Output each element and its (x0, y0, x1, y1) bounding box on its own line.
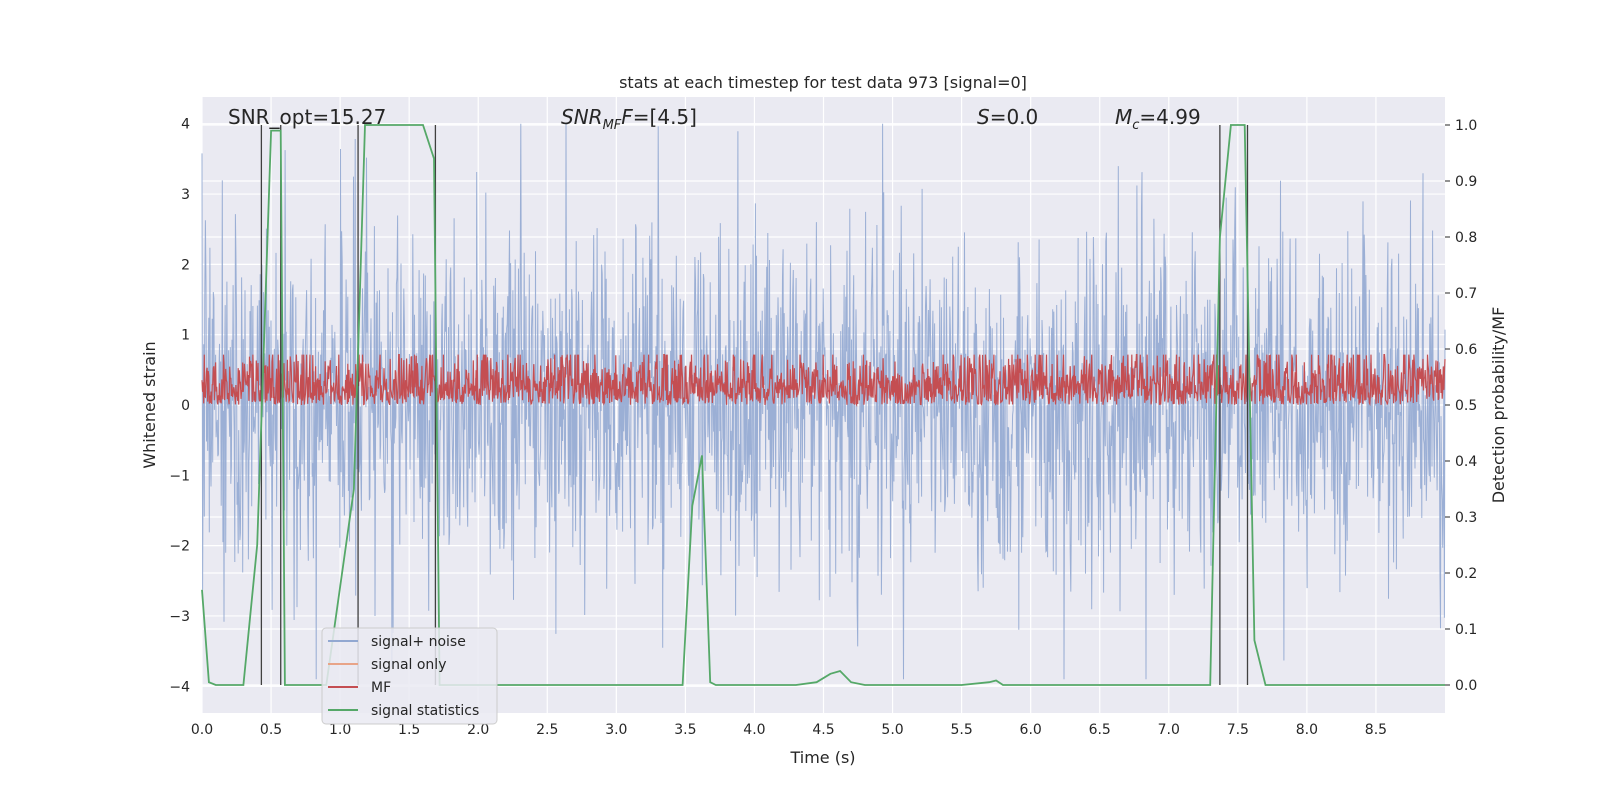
mf-line (201, 354, 1446, 408)
y2-tick-label: 0.8 (1455, 230, 1477, 246)
mc-annotation: Mc=4.99 (1115, 105, 1201, 133)
x-tick-label: 3.0 (605, 722, 627, 738)
s-annotation: S=0.0 (977, 105, 1038, 129)
x-tick-label: 6.5 (1089, 722, 1111, 738)
y2-tick-label: 0.2 (1455, 566, 1477, 582)
x-tick-label: 2.5 (536, 722, 558, 738)
y-tick-label: −4 (169, 679, 190, 695)
x-tick-label: 8.5 (1365, 722, 1387, 738)
snr-opt-annotation: SNR_opt=15.27 (228, 105, 386, 129)
x-tick-label: 2.0 (467, 722, 489, 738)
s-main: S (977, 105, 990, 129)
x-tick-label: 1.0 (329, 722, 351, 738)
legend-label-mf: MF (371, 680, 391, 696)
legend-label-signal-statistics: signal statistics (371, 703, 479, 719)
mc-main: M (1115, 105, 1132, 129)
y-tick-label: −3 (169, 609, 190, 625)
y-tick-label: −1 (169, 468, 190, 484)
x-axis-label: Time (s) (789, 748, 855, 767)
x-tick-label: 1.5 (398, 722, 420, 738)
x-tick-label: 4.0 (743, 722, 765, 738)
y-tick-label: 4 (181, 117, 190, 133)
signal-statistics-line (201, 124, 1445, 686)
x-tick-label: 6.0 (1020, 722, 1042, 738)
y2-tick-label: 0.6 (1455, 342, 1477, 358)
snr-mf-rest: =[4.5] (633, 105, 697, 129)
x-tick-label: 5.5 (950, 722, 972, 738)
legend: signal+ noise signal only MF signal stat… (321, 627, 498, 725)
y-tick-label: 0 (181, 398, 190, 414)
x-tick-label: 8.0 (1296, 722, 1318, 738)
y2-tick-label: 0.5 (1455, 398, 1477, 414)
snr-mf-annotation: SNRMFF=[4.5] (561, 105, 697, 133)
y2-tick-label: 0.1 (1455, 622, 1477, 638)
x-tick-label: 3.5 (674, 722, 696, 738)
x-tick-label: 0.0 (191, 722, 213, 738)
x-tick-label: 5.0 (881, 722, 903, 738)
signal-statistics-series (201, 124, 1445, 686)
x-axis-ticks: 0.0 0.5 1.0 1.5 2.0 2.5 3.0 3.5 4.0 4.5 5.0 5.5 6.0 6… (191, 722, 1387, 738)
y2-axis-ticks: 1.0 0.9 0.8 0.7 0.6 0.5 0.4 0.3 0.2 0.1 0.0 (1445, 118, 1477, 694)
snr-mf-main: SNR (561, 105, 603, 129)
x-tick-label: 7.5 (1227, 722, 1249, 738)
y-axis-label: Whitened strain (140, 341, 159, 468)
y2-tick-label: 0.3 (1455, 510, 1477, 526)
y-tick-label: −2 (169, 539, 190, 555)
y2-axis-label: Detection probability/MF (1489, 307, 1508, 504)
x-tick-label: 4.5 (812, 722, 834, 738)
y-axis-ticks: 4 3 2 1 0 −1 −2 −3 −4 (169, 117, 190, 696)
s-rest: =0.0 (990, 105, 1039, 129)
vertical-markers (260, 125, 1249, 685)
y2-tick-label: 0.4 (1455, 454, 1477, 470)
mf-series (201, 354, 1446, 408)
chart-title: stats at each timestep for test data 973… (619, 73, 1027, 92)
y-tick-label: 2 (181, 257, 190, 273)
y-tick-label: 3 (181, 187, 190, 203)
snr-mf-sub: MF (603, 118, 622, 133)
mc-sub: c (1132, 118, 1139, 133)
legend-label-signal-only: signal only (371, 657, 446, 673)
y2-tick-label: 1.0 (1455, 118, 1477, 134)
y2-tick-label: 0.7 (1455, 286, 1477, 302)
y2-tick-label: 0.0 (1455, 678, 1477, 694)
legend-box (321, 627, 498, 725)
x-tick-label: 7.0 (1158, 722, 1180, 738)
x-tick-label: 0.5 (260, 722, 282, 738)
snr-mf-f: F (621, 105, 633, 129)
y-tick-label: 1 (181, 328, 190, 344)
mc-rest: =4.99 (1139, 105, 1200, 129)
legend-label-signal-noise: signal+ noise (371, 634, 466, 650)
y2-tick-label: 0.9 (1455, 174, 1477, 190)
